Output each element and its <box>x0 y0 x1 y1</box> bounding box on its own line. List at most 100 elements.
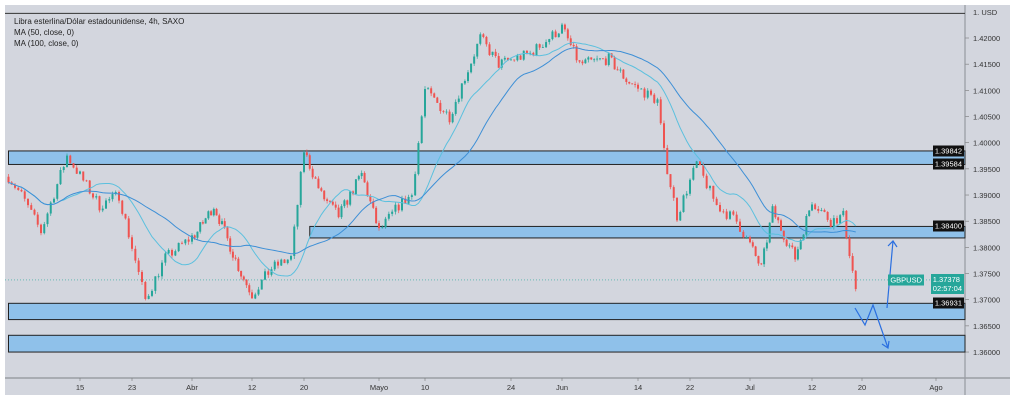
candle-up <box>53 198 55 203</box>
candle-down <box>75 167 78 174</box>
candle-down <box>836 218 838 224</box>
candle-down <box>375 207 378 224</box>
candle-up <box>257 289 260 295</box>
candle-down <box>705 175 708 189</box>
candle-down <box>829 219 832 227</box>
chart-area[interactable]: 1.42000 1.41500 1.41000 1.40500 1.40000 1.395… <box>5 5 1010 395</box>
y-tick-label: 1.42000 <box>973 34 1000 43</box>
candle-up <box>417 143 420 175</box>
candle-up <box>768 222 771 243</box>
candle-down <box>320 188 323 191</box>
candle-up <box>799 240 802 250</box>
candle-up <box>682 195 685 212</box>
legend-title[interactable]: Libra esterlina/Dólar estadounidense, 4h… <box>14 17 185 26</box>
candle-up <box>108 199 111 201</box>
candle-up <box>204 218 207 224</box>
candle-down <box>372 201 375 208</box>
candle-up <box>557 33 560 38</box>
candle-down <box>346 200 349 205</box>
candle-down <box>569 38 572 45</box>
candle-up <box>529 52 532 54</box>
candle-down <box>666 147 669 175</box>
candle-up <box>299 171 302 205</box>
candle-up <box>500 59 503 68</box>
candle-down <box>631 83 634 85</box>
candle-up <box>548 39 551 43</box>
support-resistance-zone <box>8 150 966 165</box>
candle-up <box>820 210 823 211</box>
candle-down <box>277 261 279 266</box>
x-tick-label: Abr <box>186 383 198 392</box>
candle-up <box>410 195 413 197</box>
candle-up <box>101 208 104 211</box>
candle-down <box>826 211 829 220</box>
candle-up <box>343 200 346 207</box>
candle-down <box>323 190 326 200</box>
candle-up <box>729 211 731 219</box>
x-tick-label: 12 <box>808 383 816 392</box>
candle-up <box>387 213 390 219</box>
candle-up <box>167 249 170 254</box>
candle-up <box>360 172 363 177</box>
candle-down <box>311 168 314 178</box>
candle-down <box>363 172 366 183</box>
candle-down <box>672 187 675 198</box>
candle-up <box>174 251 177 256</box>
candle-down <box>181 242 183 244</box>
candle-down <box>317 178 320 189</box>
candle-down <box>637 84 639 89</box>
legend-ma50[interactable]: MA (50, close, 0) <box>14 28 75 37</box>
candle-up <box>445 111 448 113</box>
x-tick-label: Jun <box>556 383 568 392</box>
candle-down <box>777 217 780 221</box>
y-tick-label: 1.41500 <box>973 60 1000 69</box>
candle-up <box>354 179 357 195</box>
candle-down <box>442 111 445 112</box>
candle-up <box>522 50 525 60</box>
candle-up <box>384 218 387 228</box>
candle-down <box>575 46 578 61</box>
candle-down <box>229 238 232 252</box>
candle-down <box>757 255 760 264</box>
candle-up <box>105 200 107 209</box>
candle-down <box>267 271 270 275</box>
candle-down <box>326 199 329 201</box>
candle-down <box>23 191 26 199</box>
candle-down <box>538 44 541 48</box>
chart-legend: Libra esterlina/Dólar estadounidense, 4h… <box>14 16 184 49</box>
chart-svg[interactable]: 1.42000 1.41500 1.41000 1.40500 1.40000 1.395… <box>5 5 1010 395</box>
y-tick-label: 1.39500 <box>973 165 1000 174</box>
candle-up <box>161 262 163 277</box>
candle-up <box>79 171 81 174</box>
candle-down <box>369 196 372 202</box>
candle-down <box>774 206 777 218</box>
candle-up <box>476 43 479 57</box>
candle-down <box>436 97 439 103</box>
candle-up <box>191 235 193 242</box>
candle-down <box>739 221 741 232</box>
candle-up <box>811 204 813 211</box>
arrow-head-icon <box>881 340 890 350</box>
candle-down <box>33 209 36 215</box>
candle-down <box>823 210 826 212</box>
candle-down <box>634 84 637 85</box>
candle-down <box>144 282 147 299</box>
candle-up <box>62 167 65 171</box>
candle-up <box>414 174 417 196</box>
candle-down <box>578 60 581 62</box>
candle-up <box>151 290 153 296</box>
candle-up <box>303 152 305 172</box>
candle-down <box>669 174 672 188</box>
candle-down <box>404 198 407 204</box>
candle-down <box>251 292 253 299</box>
candle-up <box>491 51 494 55</box>
x-tick-label: 20 <box>300 383 308 392</box>
candle-up <box>535 44 538 56</box>
price-label: 1.39842 <box>932 145 964 157</box>
candle-down <box>754 246 757 256</box>
projection-down-arrow <box>854 303 889 349</box>
legend-ma100[interactable]: MA (100, close, 0) <box>14 39 79 48</box>
candle-down <box>72 163 75 168</box>
candle-up <box>296 204 299 227</box>
